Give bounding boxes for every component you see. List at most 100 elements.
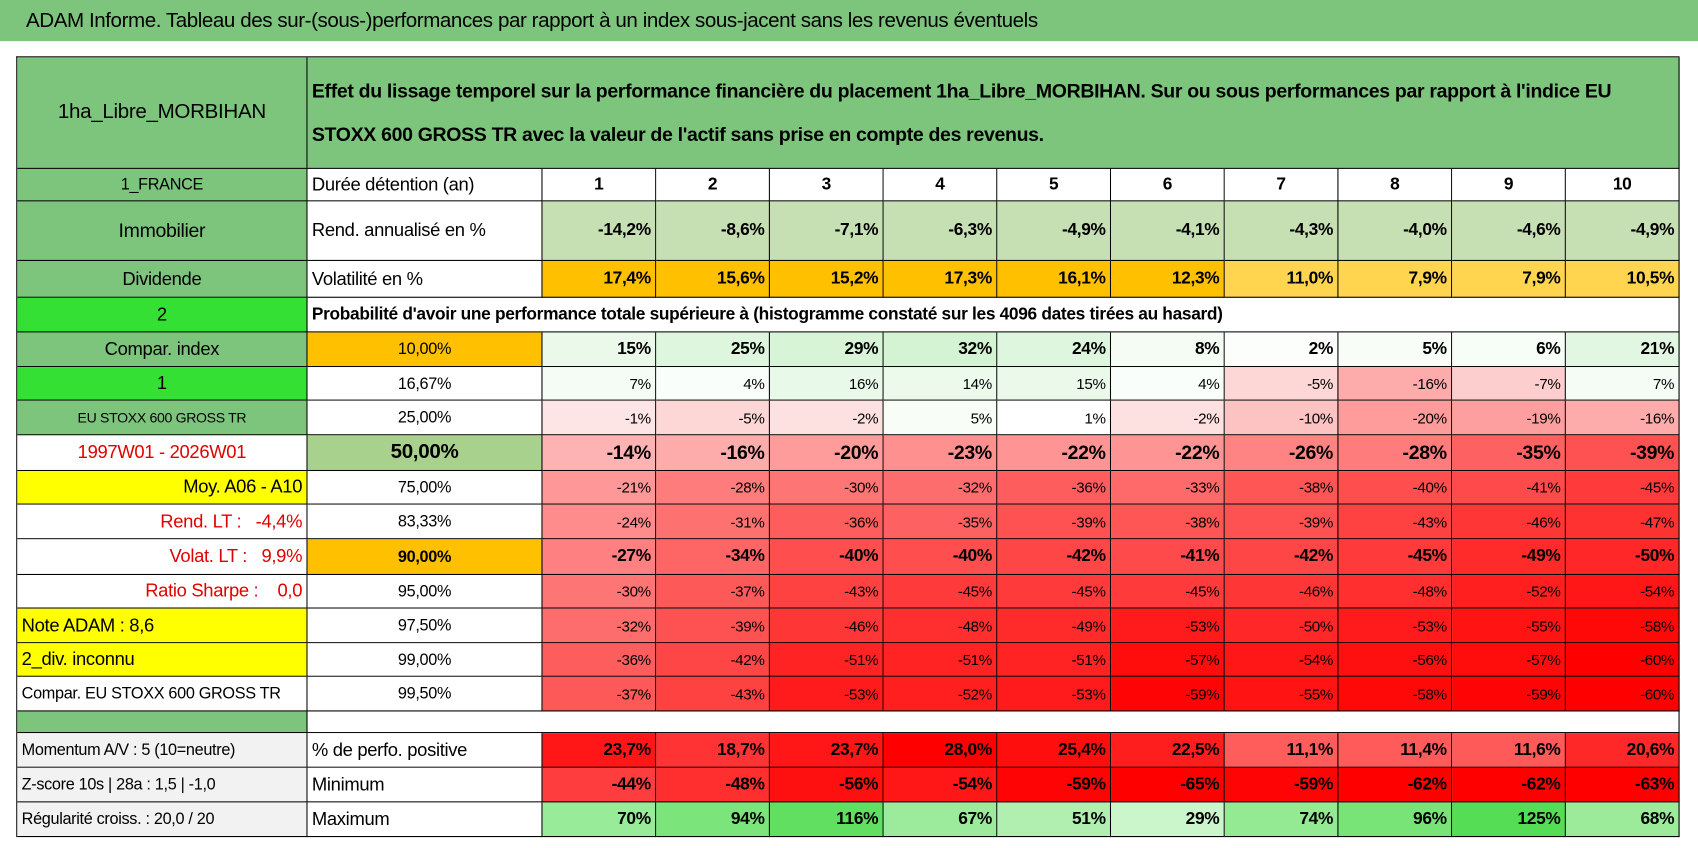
value-cell: -51% (997, 643, 1112, 677)
value-cell: 7% (1565, 367, 1680, 401)
value-cell: -40% (883, 539, 998, 576)
metric-label: Maximum (307, 802, 543, 838)
value-cell: -35% (883, 504, 998, 540)
value-cell: -16% (656, 435, 770, 472)
row-label: Z-score 10s | 28a : 1,5 | -1,0 (17, 767, 308, 803)
value-cell: -49% (1452, 539, 1566, 576)
value-cell: 10,5% (1565, 260, 1680, 298)
percentile: 16,67% (307, 367, 543, 401)
value-cell: -38% (1224, 471, 1339, 505)
value-cell: -22% (997, 435, 1112, 472)
value-cell: -4,9% (1565, 201, 1680, 261)
value-cell: -36% (769, 504, 884, 540)
percentile: 95,00% (307, 575, 543, 609)
value-cell: -16% (1338, 367, 1453, 401)
description-cell: Effet du lissage temporel sur la perform… (307, 57, 1680, 169)
value-cell: 32% (883, 332, 998, 368)
value-cell: -45% (1111, 575, 1225, 609)
value-cell: -26% (1224, 435, 1339, 472)
row-label: 1997W01 - 2026W01 (17, 435, 308, 472)
value-cell: -46% (1452, 504, 1566, 540)
value-cell: 70% (542, 802, 657, 838)
year-header: 7 (1224, 168, 1339, 202)
value-cell: 16% (769, 367, 884, 401)
value-cell: 11,0% (1224, 260, 1339, 298)
value-cell: 4% (1111, 367, 1225, 401)
value-cell: -63% (1565, 767, 1680, 803)
value-cell: -59% (997, 767, 1112, 803)
value-cell: 7,9% (1338, 260, 1453, 298)
value-cell: -60% (1565, 676, 1680, 712)
percentile: 99,50% (307, 676, 543, 712)
value-cell: -50% (1565, 539, 1680, 576)
value-cell: -7% (1452, 367, 1566, 401)
value-cell: 125% (1452, 802, 1566, 838)
value-cell: -6,3% (883, 201, 998, 261)
value-cell: 23,7% (769, 733, 884, 768)
row-label: Volat. LT : 9,9% (17, 539, 308, 576)
value-cell: -20% (1338, 400, 1453, 436)
percentile: 75,00% (307, 471, 543, 505)
value-cell: -49% (997, 608, 1112, 644)
value-cell: -59% (1111, 676, 1225, 712)
value-cell: -58% (1565, 608, 1680, 644)
value-cell: 15% (542, 332, 657, 368)
row-label: 2_div. inconnu (17, 643, 308, 677)
value-cell: -53% (1111, 608, 1225, 644)
row-label: Moy. A06 - A10 (17, 471, 308, 505)
value-cell: -7,1% (769, 201, 884, 261)
value-cell: 23,7% (542, 733, 657, 768)
value-cell: 1% (997, 400, 1112, 436)
value-cell: 15,6% (656, 260, 770, 298)
value-cell: -4,9% (997, 201, 1112, 261)
section-label: Probabilité d'avoir une performance tota… (307, 297, 1680, 333)
value-cell: -39% (1224, 504, 1339, 540)
value-cell: -57% (1111, 643, 1225, 677)
value-cell: -4,0% (1338, 201, 1453, 261)
value-cell: -5% (1224, 367, 1339, 401)
value-cell: -55% (1224, 676, 1339, 712)
value-cell: 11,1% (1224, 733, 1339, 768)
value-cell: 17,3% (883, 260, 998, 298)
value-cell: -2% (1111, 400, 1225, 436)
value-cell: -4,6% (1452, 201, 1566, 261)
row-label: Ratio Sharpe : 0,0 (17, 575, 308, 609)
name-cell: 1ha_Libre_MORBIHAN (17, 57, 308, 169)
year-header: 9 (1452, 168, 1566, 202)
value-cell: 7,9% (1452, 260, 1566, 298)
value-cell: 67% (883, 802, 998, 838)
value-cell: -45% (883, 575, 998, 609)
value-cell: 17,4% (542, 260, 657, 298)
value-cell: 68% (1565, 802, 1680, 838)
value-cell: -10% (1224, 400, 1339, 436)
percentile: 25,00% (307, 400, 543, 436)
value-cell: -45% (1338, 539, 1453, 576)
value-cell: -14% (542, 435, 657, 472)
value-cell: -42% (1224, 539, 1339, 576)
value-cell: 96% (1338, 802, 1453, 838)
value-cell: -23% (883, 435, 998, 472)
value-cell: -55% (1452, 608, 1566, 644)
value-cell: -43% (656, 676, 770, 712)
value-cell: -56% (1338, 643, 1453, 677)
value-cell: 24% (997, 332, 1112, 368)
percentile: 10,00% (307, 332, 543, 368)
value-cell: -53% (997, 676, 1112, 712)
value-cell: -4,1% (1111, 201, 1225, 261)
row-label: Compar. EU STOXX 600 GROSS TR (17, 676, 308, 712)
value-cell: -28% (656, 471, 770, 505)
row-label: Régularité croiss. : 20,0 / 20 (17, 802, 308, 838)
value-cell: -57% (1452, 643, 1566, 677)
value-cell: -54% (1224, 643, 1339, 677)
row-label: Dividende (17, 260, 308, 298)
row-label: Rend. LT : -4,4% (17, 504, 308, 540)
row-label: Compar. index (17, 332, 308, 368)
value-cell: -35% (1452, 435, 1566, 472)
value-cell: 15,2% (769, 260, 884, 298)
value-cell: 2% (1224, 332, 1339, 368)
value-cell: -34% (656, 539, 770, 576)
value-cell: 21% (1565, 332, 1680, 368)
year-header: 4 (883, 168, 998, 202)
row-label: 2 (17, 297, 308, 333)
